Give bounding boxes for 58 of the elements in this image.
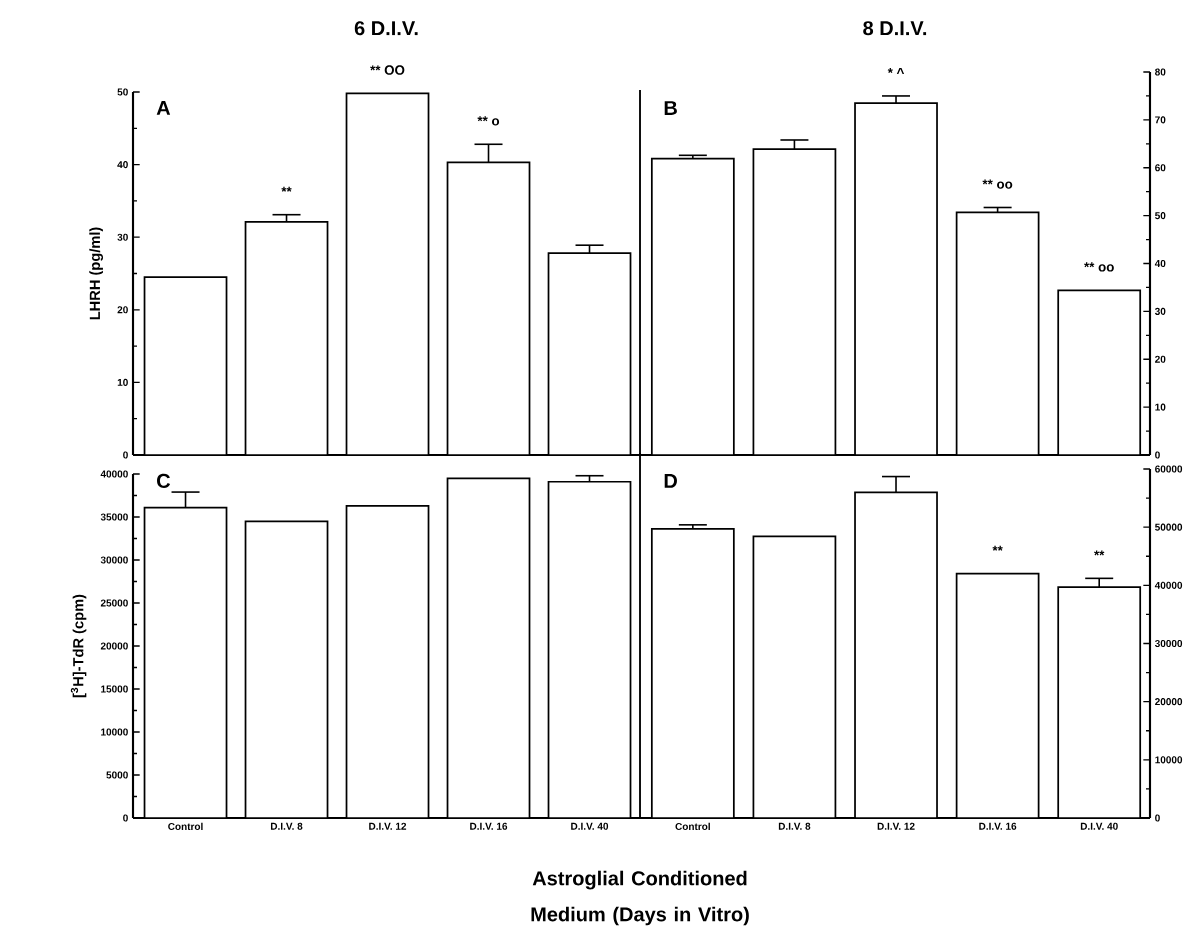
y-tick-label: 0: [1155, 814, 1160, 822]
y-tick-label: 10: [117, 378, 128, 386]
x-tick-label: D.I.V. 12: [877, 822, 915, 830]
y-tick-label: 50: [1155, 212, 1166, 220]
x-tick-label: D.I.V. 8: [778, 822, 811, 830]
y-tick-label: 60: [1155, 164, 1166, 172]
y-tick-label: 10000: [1155, 756, 1183, 764]
annotation: D: [664, 473, 677, 488]
x-tick-label: Control: [675, 822, 710, 831]
x-tick-label: D.I.V. 16: [979, 822, 1017, 830]
y-tick-label: 30000: [1154, 639, 1183, 648]
chart-title: 6 D.I.V.: [354, 21, 418, 36]
y-tick-label: 0: [123, 814, 128, 822]
y-tick-label: 10000: [101, 728, 128, 736]
y-tick-label: 15000: [101, 685, 128, 693]
y-tick-label: 40: [1154, 259, 1166, 268]
y-tick-label: 20: [1155, 355, 1166, 363]
annotation: **: [992, 545, 1003, 551]
y-tick-label: 20000: [100, 642, 128, 650]
x-tick-label: D.I.V. 40: [571, 822, 609, 830]
annotation: C: [157, 473, 171, 488]
annotation: **: [1094, 550, 1105, 556]
y-tick-label: 20: [117, 306, 128, 314]
y-tick-label: 35000: [100, 513, 128, 521]
y-tick-label: 10: [1155, 403, 1166, 411]
chart-title: 8 D.I.V.: [863, 21, 927, 36]
y-tick-label: 70: [1155, 116, 1166, 124]
y-tick-label: 40000: [100, 470, 128, 478]
y-tick-label: 50000: [1155, 523, 1183, 531]
x-tick-label: Control: [168, 822, 203, 831]
annotation: ** o: [477, 116, 500, 126]
y-tick-label: 40: [117, 161, 128, 169]
y-tick-label: 80: [1155, 68, 1166, 76]
y-tick-label: 30: [1154, 307, 1166, 315]
y-tick-label: 0: [1155, 451, 1160, 459]
y-tick-label: 25000: [100, 599, 128, 607]
text: ** OO: [370, 65, 405, 75]
annotation: A: [156, 101, 171, 115]
y-tick-label: 30: [117, 233, 128, 241]
annotation: **: [281, 186, 292, 192]
x-axis-title: Astroglial Conditioned Medium (Days in Vitro): [531, 870, 749, 926]
annotation: ** oo: [1084, 262, 1114, 272]
y-tick-label: 60000: [1155, 465, 1183, 473]
x-tick-label: D.I.V. 12: [369, 822, 407, 830]
annotation: ** oo: [982, 179, 1013, 189]
annotation: * ^: [887, 68, 905, 74]
annotation: B: [664, 101, 677, 115]
y-tick-label: 30000: [100, 556, 128, 564]
x-tick-label: D.I.V. 8: [270, 822, 303, 830]
y-tick-label: 50: [117, 88, 128, 96]
y-tick-label: 5000: [106, 771, 128, 779]
y-tick-label: 20000: [1155, 698, 1183, 706]
x-tick-label: D.I.V. 40: [1080, 822, 1118, 830]
y-tick-label: 40000: [1154, 581, 1183, 589]
y-axis-title: LHRH (pg/ml): [89, 227, 104, 320]
x-tick-label: D.I.V. 16: [470, 822, 508, 830]
y-tick-label: 0: [123, 451, 128, 459]
y-axis-title: [$^{3}$H]-TdR (cpm): [70, 594, 87, 698]
